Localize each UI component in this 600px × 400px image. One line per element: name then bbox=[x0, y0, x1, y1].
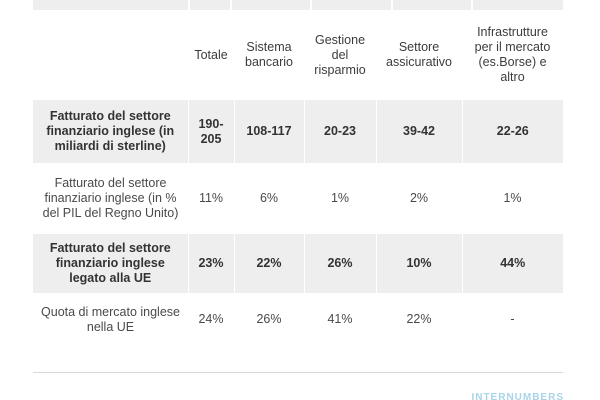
row-label: Fatturato del settore finanziario ingles… bbox=[33, 163, 188, 234]
row-label: Fatturato del settore finanziario ingles… bbox=[33, 234, 188, 293]
table-cell: 23% bbox=[187, 234, 234, 293]
header-totale: Totale bbox=[194, 47, 228, 62]
table-cell: 22-26 bbox=[461, 100, 563, 163]
table-cell: 26% bbox=[234, 293, 304, 346]
table-cell: 190-205 bbox=[187, 100, 234, 163]
table-cell: 2% bbox=[376, 163, 462, 234]
top-band bbox=[33, 0, 563, 10]
table-cell: 10% bbox=[375, 234, 462, 293]
table-row: Quota di mercato inglese nella UE 24% 26… bbox=[33, 293, 563, 346]
table-cell: 39-42 bbox=[375, 100, 462, 163]
table-cell: 1% bbox=[462, 163, 563, 234]
band-divider bbox=[471, 0, 473, 10]
band-divider bbox=[391, 0, 393, 10]
row-label: Fatturato del settore finanziario ingles… bbox=[33, 100, 188, 163]
table-cell: 22% bbox=[376, 293, 462, 346]
table-header-row: Totale Sistema bancario Gestione del ris… bbox=[33, 10, 563, 100]
row-label: Quota di mercato inglese nella UE bbox=[33, 293, 188, 346]
header-infrastrutture: Infrastrutture per il mercato (es.Borse)… bbox=[474, 25, 551, 84]
table-cell: 1% bbox=[304, 163, 376, 234]
table-cell: 41% bbox=[304, 293, 376, 346]
table-cell: 22% bbox=[233, 234, 304, 293]
band-divider bbox=[188, 0, 190, 10]
table-row: Fatturato del settore finanziario ingles… bbox=[33, 163, 563, 234]
table-row: Fatturato del settore finanziario ingles… bbox=[33, 100, 563, 163]
financial-sector-table: Totale Sistema bancario Gestione del ris… bbox=[33, 10, 563, 346]
header-gestione-risparmio: Gestione del risparmio bbox=[314, 32, 366, 77]
header-corner bbox=[33, 10, 188, 100]
table-cell: 24% bbox=[188, 293, 234, 346]
header-sistema-bancario: Sistema bancario bbox=[245, 40, 293, 69]
table-cell: 108-117 bbox=[233, 100, 304, 163]
table-cell: 6% bbox=[234, 163, 304, 234]
band-divider bbox=[230, 0, 232, 10]
header-settore-assicurativo: Settore assicurativo bbox=[386, 40, 452, 69]
table-cell: 11% bbox=[188, 163, 234, 234]
bottom-divider bbox=[33, 372, 563, 373]
table-cell: 44% bbox=[461, 234, 563, 293]
table-cell: 20-23 bbox=[303, 100, 376, 163]
table-row: Fatturato del settore finanziario ingles… bbox=[33, 234, 563, 293]
band-divider bbox=[310, 0, 312, 10]
brand-logo-text: INTERNUMBERS bbox=[471, 392, 564, 400]
table-cell: 26% bbox=[303, 234, 376, 293]
table-cell: - bbox=[462, 293, 563, 346]
